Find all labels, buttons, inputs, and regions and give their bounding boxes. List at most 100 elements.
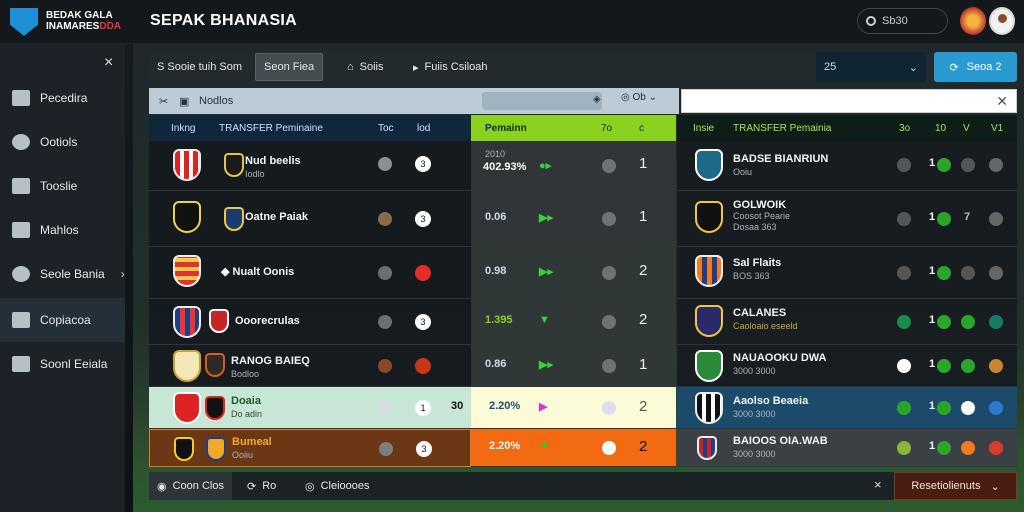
sidebar-item-mahlos[interactable]: Mahlos (0, 208, 125, 252)
table-row-highlighted[interactable]: BAIOOS OIA.WAB 3000 3000 1 (677, 429, 1017, 467)
segment-toggle[interactable]: ◎ Ob ⌄ (621, 92, 658, 103)
team-sub: Ooiiu (232, 450, 254, 460)
trend-up-icon: ▶▸ (539, 212, 553, 224)
table-row-highlighted[interactable]: Aaolso Beaeia 3000 3000 1 (677, 387, 1017, 429)
table-row[interactable]: 0.06 ▶▸ 1 (471, 191, 676, 247)
table-search-input[interactable]: ✕ (681, 89, 1017, 113)
col-header[interactable]: 10 (935, 122, 947, 134)
search-input[interactable]: Sb30 (857, 8, 948, 34)
table-row[interactable]: GOLWOIK Coosot Pearie Dosaa 363 1 7 (677, 191, 1017, 247)
team-name: BAIOOS OIA.WAB (733, 435, 828, 447)
team-name: RANOG BAIEQ (231, 355, 310, 367)
tools-icon[interactable]: ✂ (159, 95, 169, 108)
table-row[interactable]: 1.395 ▼ 2 (471, 299, 676, 345)
table-row[interactable]: Oatne Paiak 3 (149, 191, 471, 247)
grid-icon (12, 222, 30, 238)
stat-percent: 402.93% (483, 161, 527, 173)
cycle-icon: ⟳ (949, 61, 959, 74)
table-row[interactable]: RANOG BAIEQ Bodloo (149, 345, 471, 387)
arrow-icon: ◆ (221, 266, 233, 278)
col-header[interactable]: Pemainn (485, 122, 527, 134)
stat-dot (602, 159, 616, 173)
team-crest-icon (205, 396, 225, 420)
col-header[interactable]: Inkng (171, 122, 196, 134)
club-badge-icon[interactable] (960, 7, 986, 35)
close-icon[interactable]: × (104, 54, 114, 71)
sidebar-item-tooslie[interactable]: Tooslie (0, 164, 125, 208)
col-header[interactable]: V1 (991, 122, 1004, 134)
sidebar-item-ootiols[interactable]: Ootiols (0, 120, 125, 164)
stat-dot (961, 266, 975, 280)
stat-percent: 0.86 (485, 358, 507, 370)
stat-value: 3 (415, 156, 431, 172)
col-header[interactable]: TRANSFER Pemainia (733, 122, 832, 134)
col-header[interactable]: Toc (378, 122, 394, 134)
stat-dot-green (937, 315, 951, 329)
team-crest-icon (173, 306, 201, 338)
brand-logo[interactable] (10, 8, 38, 36)
action-button[interactable]: ⟳ Seoa 2 (934, 52, 1017, 82)
table-row-highlighted[interactable]: 2.20% ▶ 2 (471, 387, 676, 429)
filter-item[interactable]: ⌂ Soiis (347, 52, 384, 82)
toolbar-label: Nodlos (199, 95, 234, 107)
table-row-highlighted[interactable]: Doaia Do adin 1 30 (149, 387, 471, 429)
col-header[interactable]: 7o (601, 122, 613, 134)
team-name: Sal Flaits (733, 257, 782, 269)
table-row[interactable]: NAUAOOKU DWA 3000 3000 1 (677, 345, 1017, 387)
bottom-tab-label: Ro (262, 480, 277, 492)
filter-item[interactable]: S Sooie tuih Som (157, 61, 242, 73)
stat-dot (989, 158, 1003, 172)
team-crest-icon (206, 437, 226, 461)
col-header[interactable]: Insie (693, 122, 715, 134)
sidebar-item-pecedira[interactable]: Pecedira (0, 76, 125, 120)
gear-icon (12, 266, 30, 282)
bottom-tab[interactable]: ⟳ Ro (247, 472, 276, 500)
stat-dot (897, 359, 911, 373)
stat-dot-green (961, 315, 975, 329)
table-row[interactable]: CALANES Caoloaio eseeld 1 (677, 299, 1017, 345)
bottom-tab[interactable]: ◎ Cleioooes (305, 472, 370, 500)
brand-line-2: INAMARESDDA (46, 21, 126, 32)
sidebar-item-soonl-eeiala[interactable]: Soonl Eeiala (0, 342, 125, 386)
col-header[interactable]: lod (417, 122, 431, 134)
season-select[interactable]: 25 ⌄ (816, 52, 926, 82)
toolbar-filter-pill[interactable] (482, 92, 602, 110)
avatar[interactable] (989, 7, 1015, 35)
stat-dot (602, 266, 616, 280)
table-row-highlighted[interactable]: Bumeal Ooiiu 3 (149, 429, 471, 467)
sidebar-item-label: Ootiols (40, 135, 78, 149)
trend-up-icon: ▶▸ (539, 359, 553, 371)
col-header[interactable]: 3o (899, 122, 911, 134)
bottom-tab-selected[interactable]: ◉ Coon Clos (149, 472, 232, 500)
team-crest-icon (224, 207, 244, 231)
col-header[interactable]: c (639, 122, 644, 134)
close-icon[interactable]: × (874, 477, 882, 492)
team-crest-icon (173, 255, 201, 287)
col-header[interactable]: V (963, 122, 970, 134)
top-bar: BEDAK GALA INAMARESDDA SEPAK BHANASIA Sb… (0, 0, 1024, 44)
stat-dot (897, 158, 911, 172)
team-sub: BOS 363 (733, 271, 770, 281)
filter-item-label: Fuiis Csiloah (424, 61, 488, 73)
table-row[interactable]: 0.86 ▶▸ 1 (471, 345, 676, 387)
clear-icon[interactable]: ✕ (996, 93, 1008, 109)
table-row[interactable]: Nud beelis Iodlo 3 (149, 141, 471, 191)
table-row[interactable]: 2010 402.93% ●▸ 1 (471, 141, 676, 191)
stat-dot (961, 441, 975, 455)
filter-item-selected[interactable]: Seon Fiea (255, 53, 324, 81)
col-header[interactable]: TRANSFER Peminaine (219, 122, 323, 134)
reset-button-label: Resetiolienuts (911, 480, 981, 492)
table-row[interactable]: Ooorecrulas 3 (149, 299, 471, 345)
filter-item[interactable]: ▸ Fuiis Csiloah (413, 52, 488, 82)
stat-indicator-red (415, 358, 431, 374)
table-row-highlighted[interactable]: 2.20% ▼ 2 (471, 429, 676, 467)
table-row[interactable]: 0.98 ▶▸ 2 (471, 247, 676, 299)
table-row[interactable]: Sal Flaits BOS 363 1 (677, 247, 1017, 299)
sidebar-item-copiacoa[interactable]: Copiacoa (0, 298, 125, 342)
table-row[interactable]: ◆ Nualt Oonis (149, 247, 471, 299)
table-row[interactable]: BADSE BIANRIUN Ooiu 1 (677, 141, 1017, 191)
sidebar-item-seole-bania[interactable]: Seole Bania › (0, 252, 125, 296)
reset-button[interactable]: Resetiolienuts ⌄ (894, 472, 1017, 500)
stat-percent: 1.395 (485, 314, 513, 326)
stat-value: 3 (415, 314, 431, 330)
